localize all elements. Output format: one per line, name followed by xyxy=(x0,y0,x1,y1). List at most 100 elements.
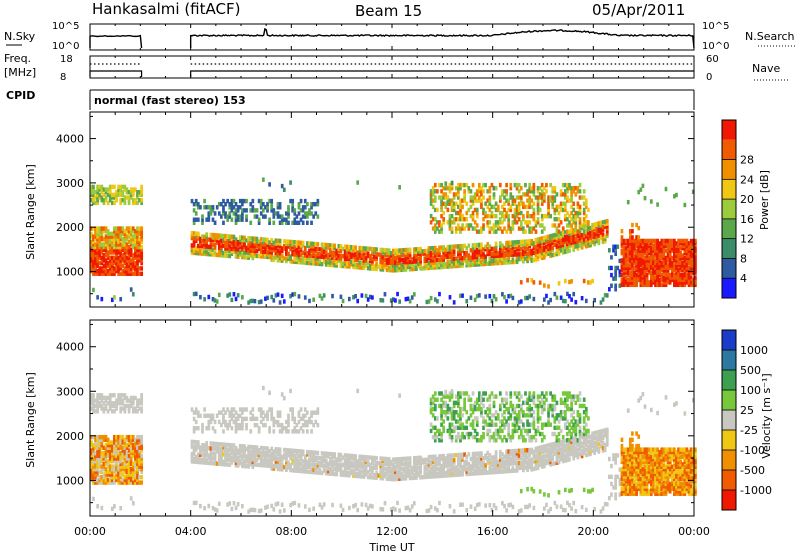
freq-label: Freq. xyxy=(4,52,31,65)
power-cell xyxy=(289,180,292,184)
power-cell xyxy=(453,300,456,304)
power-cell xyxy=(264,214,267,218)
nsearch-top: 10^5 xyxy=(702,21,729,32)
power-cell xyxy=(436,299,439,303)
velocity-cell xyxy=(199,414,202,418)
power-cell xyxy=(549,214,552,218)
power-cell xyxy=(631,223,634,227)
power-cell xyxy=(249,221,252,225)
velocity-cell xyxy=(195,501,198,505)
power-cell xyxy=(92,288,95,292)
power-cell xyxy=(231,298,234,302)
power-cell xyxy=(205,232,208,236)
power-cell xyxy=(449,295,452,299)
velocity-cell xyxy=(245,407,248,411)
power-cell xyxy=(266,296,269,300)
velocity-cell xyxy=(222,429,225,433)
power-ylabel: Slant Range [km] xyxy=(24,164,37,260)
power-cell xyxy=(537,217,540,221)
power-cell xyxy=(465,217,468,221)
power-cell xyxy=(503,295,506,299)
power-cell xyxy=(579,183,582,187)
power-cell xyxy=(201,214,204,218)
power-cell xyxy=(283,188,286,192)
velocity-cell xyxy=(287,429,290,433)
velocity-cell xyxy=(333,452,336,456)
power-cell xyxy=(585,198,588,202)
power-cell xyxy=(549,298,552,302)
power-cell xyxy=(476,223,479,227)
power-cell xyxy=(233,292,236,296)
velocity-cell xyxy=(140,435,143,439)
velocity-cell xyxy=(279,509,282,513)
power-cell xyxy=(254,299,257,303)
velocity-cell xyxy=(398,393,401,397)
cpid-label: CPID xyxy=(6,89,35,102)
velocity-cell xyxy=(340,504,343,508)
velocity-cell xyxy=(317,407,320,411)
power-cell xyxy=(140,185,143,189)
velocity-cell xyxy=(262,386,265,390)
velocity-cell xyxy=(300,407,303,411)
power-cell xyxy=(323,293,326,297)
power-cell xyxy=(581,296,584,300)
power-cell xyxy=(245,214,248,218)
power-cell xyxy=(675,193,678,197)
power-cell xyxy=(245,199,248,203)
velocity-cell xyxy=(205,441,208,445)
power-cell xyxy=(468,243,471,247)
velocity-cell xyxy=(113,393,116,397)
power-cell xyxy=(451,181,454,185)
velocity-cell xyxy=(212,414,215,418)
power-cell xyxy=(132,292,135,296)
power-cell xyxy=(495,186,498,190)
power-cell xyxy=(482,189,485,193)
power-cell xyxy=(470,189,473,193)
velocity-cell xyxy=(214,429,217,433)
power-cell xyxy=(497,205,500,209)
power-cell xyxy=(207,295,210,299)
power-cell xyxy=(430,296,433,300)
power-cell xyxy=(656,202,659,206)
velocity-cell xyxy=(308,508,311,512)
velocity-cell xyxy=(233,501,236,505)
velocity-cell xyxy=(354,503,357,507)
velocity-cell xyxy=(306,410,309,414)
power-cell xyxy=(222,221,225,225)
power-cell xyxy=(317,242,320,246)
velocity-cell xyxy=(409,508,412,512)
velocity-cell xyxy=(264,423,267,427)
power-cell xyxy=(409,299,412,303)
power-cell xyxy=(610,266,613,270)
velocity-cell xyxy=(361,502,364,506)
power-cell xyxy=(291,199,294,203)
velocity-cell xyxy=(356,389,359,393)
velocity-cell xyxy=(277,501,280,505)
nave-label: Nave xyxy=(752,62,780,75)
power-cell xyxy=(298,294,301,298)
power-cell xyxy=(375,247,378,251)
power-cell xyxy=(474,298,477,302)
velocity-cell xyxy=(92,393,95,397)
power-cell xyxy=(245,208,248,212)
power-cell xyxy=(398,299,401,303)
velocity-cell xyxy=(312,506,315,510)
power-cell xyxy=(602,297,605,301)
power-cell xyxy=(361,293,364,297)
power-cell xyxy=(237,293,240,297)
power-cell xyxy=(218,293,221,297)
velocity-cell xyxy=(249,429,252,433)
power-cell xyxy=(493,192,496,196)
velocity-cell xyxy=(197,440,200,444)
power-cell xyxy=(241,295,244,299)
power-cell xyxy=(113,295,116,299)
power-cell xyxy=(304,295,307,299)
power-cell xyxy=(287,221,290,225)
velocity-cell xyxy=(409,456,412,460)
velocity-cell xyxy=(96,504,99,508)
velocity-cell xyxy=(279,447,282,451)
power-cell xyxy=(444,181,447,185)
power-cell xyxy=(413,292,416,296)
power-cell xyxy=(505,299,508,303)
